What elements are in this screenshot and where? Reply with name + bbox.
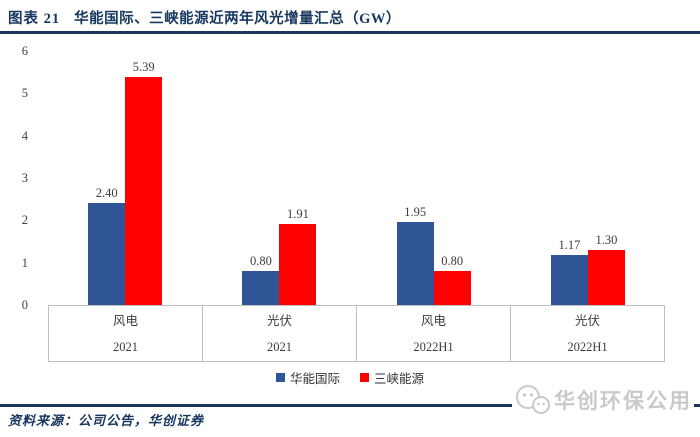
bar (396, 222, 434, 305)
bar-wrap: 0.80 (433, 254, 471, 305)
bar-value-label: 1.95 (404, 205, 427, 220)
bar (88, 203, 126, 305)
bar (587, 249, 625, 305)
category-cell: 风电 2021 (48, 306, 203, 361)
category-period-label: 2022H1 (567, 339, 608, 354)
category-cell: 光伏 2021 (203, 306, 357, 361)
category-period-label: 2022H1 (413, 339, 454, 354)
bar-wrap: 1.17 (550, 238, 588, 305)
category-label: 光伏 (574, 314, 600, 329)
legend-label: 华能国际 (289, 372, 340, 386)
category-label: 风电 (420, 314, 446, 329)
bar-wrap: 1.30 (587, 232, 625, 305)
y-tick-label: 5 (21, 86, 28, 101)
bar-value-label: 5.39 (132, 59, 155, 74)
legend-item: 三峡能源 (360, 368, 424, 387)
bar (433, 271, 471, 305)
y-tick-label: 2 (21, 213, 28, 228)
chart-legend: 华能国际 三峡能源 (0, 368, 700, 387)
bar (550, 255, 588, 305)
plot-area: 2.40 5.39 0.80 1.91 1.95 0.80 1.17 1.30 (48, 51, 665, 305)
bar-chart: 0 1 2 3 4 5 6 2.40 5.39 0.80 1.91 1.95 0.80 1.17 1.30… (0, 44, 700, 365)
bar (125, 76, 163, 305)
category-label: 风电 (112, 314, 138, 329)
bar-wrap: 1.95 (396, 205, 434, 305)
y-tick-label: 1 (21, 255, 28, 270)
watermark: 华创环保公用 (512, 384, 694, 416)
legend-item: 华能国际 (275, 368, 340, 387)
category-cell: 光伏 2022H1 (511, 306, 665, 361)
bar (242, 271, 280, 305)
category-label: 光伏 (266, 314, 292, 329)
bar-group: 1.95 0.80 (357, 51, 511, 305)
wechat-icon (516, 385, 550, 414)
bar-group: 2.40 5.39 (48, 51, 202, 305)
figure-header: 图表 21 华能国际、三峡能源近两年风光增量汇总（GW） (8, 7, 401, 28)
legend-swatch-icon (275, 373, 285, 382)
bar-group: 0.80 1.91 (202, 51, 356, 305)
y-tick-label: 6 (21, 44, 28, 58)
legend-swatch-icon (360, 373, 369, 382)
bar-group: 1.17 1.30 (511, 51, 665, 305)
category-axis: 风电 2021 光伏 2021 风电 2022H1 光伏 2022H1 (48, 305, 665, 362)
bar-value-label: 1.30 (595, 232, 618, 247)
category-period-label: 2021 (113, 339, 138, 354)
source-note: 资料来源：公司公告，华创证券 (8, 413, 205, 428)
bar (279, 224, 317, 305)
bar-value-label: 2.40 (95, 186, 118, 201)
page-title: 华能国际、三峡能源近两年风光增量汇总（GW） (74, 11, 401, 27)
y-tick-label: 4 (21, 128, 28, 143)
bar-value-label: 0.80 (249, 254, 272, 269)
y-tick-label: 3 (21, 171, 28, 185)
legend-label: 三峡能源 (374, 372, 425, 386)
title-divider (0, 31, 700, 34)
bar-wrap: 0.80 (242, 254, 280, 305)
bar-value-label: 1.91 (286, 207, 309, 222)
category-period-label: 2021 (267, 339, 292, 354)
bar-wrap: 5.39 (125, 59, 163, 305)
bar-value-label: 0.80 (441, 254, 464, 269)
footer-divider (0, 404, 700, 407)
figure-label: 图表 21 (8, 11, 61, 27)
category-cell: 风电 2022H1 (357, 306, 511, 361)
watermark-text: 华创环保公用 (554, 389, 692, 413)
bar-wrap: 2.40 (88, 186, 126, 305)
y-tick-label: 0 (21, 298, 28, 312)
bar-wrap: 1.91 (279, 207, 317, 305)
bar-value-label: 1.17 (558, 238, 581, 253)
